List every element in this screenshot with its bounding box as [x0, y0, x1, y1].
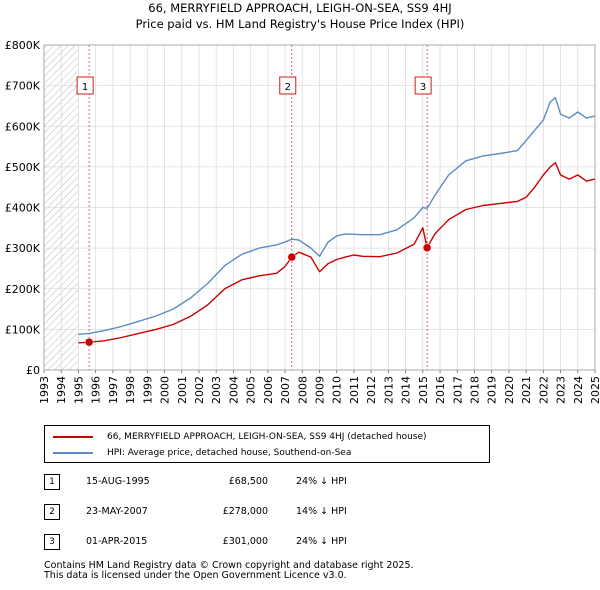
footer-line-1: Contains HM Land Registry data © Crown c… — [44, 560, 414, 571]
x-tick-label: 1999 — [141, 376, 154, 404]
legend-label-hpi: HPI: Average price, detached house, Sout… — [107, 448, 352, 458]
x-tick-label: 2008 — [296, 376, 309, 404]
x-tick-label: 2010 — [331, 376, 344, 404]
transaction-date: 15-AUG-1995 — [86, 476, 150, 487]
transaction-number: 3 — [44, 534, 60, 550]
y-axis: £0 £100K £200K £300K £400K £500K £600K £700K £80… — [5, 39, 41, 377]
table-row: 1 15-AUG-1995 £68,500 24% ↓ HPI — [44, 474, 504, 492]
x-tick-label: 2015 — [417, 376, 430, 404]
transaction-date: 01-APR-2015 — [86, 536, 148, 547]
hpi-series-line — [78, 97, 596, 335]
legend-item-property: 66, MERRYFIELD APPROACH, LEIGH-ON-SEA, S… — [53, 430, 427, 444]
event-marker-2 — [287, 252, 297, 262]
x-tick-label: 2004 — [227, 376, 240, 404]
event-box-label: 3 — [420, 82, 426, 93]
y-tick-label: £700K — [5, 80, 41, 93]
x-tick-label: 2002 — [193, 376, 206, 404]
y-tick-label: £400K — [5, 202, 41, 215]
legend-item-hpi: HPI: Average price, detached house, Sout… — [53, 446, 351, 460]
x-tick-label: 2006 — [262, 376, 275, 404]
x-tick-label: 2021 — [520, 376, 533, 404]
event-box-label: 2 — [285, 82, 291, 93]
event-box-2 — [279, 76, 297, 95]
y-tick-label: £0 — [26, 364, 40, 377]
y-tick-label: £200K — [5, 283, 41, 296]
x-tick-label: 1994 — [55, 376, 68, 404]
x-tick-label: 2007 — [279, 376, 292, 404]
x-tick-label: 2014 — [400, 376, 413, 404]
x-tick-label: 2016 — [434, 376, 447, 404]
transaction-price: £301,000 — [222, 536, 268, 547]
x-tick-label: 2000 — [159, 376, 172, 404]
chart-title: 66, MERRYFIELD APPROACH, LEIGH-ON-SEA, S… — [148, 1, 452, 15]
footer-line-2: This data is licensed under the Open Gov… — [44, 570, 347, 581]
x-tick-label: 2005 — [245, 376, 258, 404]
event-markers — [84, 243, 432, 347]
x-tick-label: 1995 — [72, 376, 85, 404]
price-chart: 1 2 3 £0 £100K £200K £300K £400K £500K £600K £700… — [5, 39, 600, 404]
transaction-hpi: 14% ↓ HPI — [296, 506, 347, 517]
x-tick-label: 1993 — [38, 376, 51, 404]
plot-border — [43, 44, 596, 371]
transaction-number: 1 — [44, 474, 60, 490]
transaction-price: £68,500 — [228, 476, 268, 487]
transaction-date: 23-MAY-2007 — [86, 506, 148, 517]
x-tick-label: 2011 — [348, 376, 361, 404]
legend-swatch-hpi — [53, 452, 93, 454]
legend-label-property: 66, MERRYFIELD APPROACH, LEIGH-ON-SEA, S… — [107, 432, 427, 442]
y-tick-label: £100K — [5, 323, 41, 336]
x-axis: 1993 1994 1995 1996 1997 1998 1999 2000 2001 2002… — [38, 370, 600, 404]
x-tick-label: 2013 — [382, 376, 395, 404]
x-tick-label: 2009 — [314, 376, 327, 404]
x-tick-label: 2022 — [537, 376, 550, 404]
legend-swatch-property — [53, 436, 93, 438]
x-tick-label: 2020 — [503, 376, 516, 404]
series-layer — [78, 97, 596, 344]
footer: Contains HM Land Registry data © Crown c… — [44, 561, 414, 581]
x-tick-label: 2017 — [451, 376, 464, 404]
y-tick-label: £600K — [5, 120, 41, 133]
x-tick-label: 2018 — [468, 376, 481, 404]
table-row: 3 01-APR-2015 £301,000 24% ↓ HPI — [44, 534, 504, 552]
transaction-hpi: 24% ↓ HPI — [296, 536, 347, 547]
legend: 66, MERRYFIELD APPROACH, LEIGH-ON-SEA, S… — [44, 425, 490, 463]
x-tick-label: 2003 — [210, 376, 223, 404]
event-boxes: 1 2 3 — [76, 76, 432, 95]
x-tick-label: 1996 — [90, 376, 103, 404]
event-box-1 — [76, 76, 94, 95]
x-tick-label: 2025 — [589, 376, 600, 404]
event-marker-3 — [422, 243, 432, 252]
transaction-number: 2 — [44, 504, 60, 520]
x-tick-label: 2019 — [486, 376, 499, 404]
x-tick-label: 2024 — [572, 376, 585, 404]
property-series-line — [78, 162, 596, 344]
chart-title-block: 66, MERRYFIELD APPROACH, LEIGH-ON-SEA, S… — [0, 0, 600, 32]
y-tick-label: £300K — [5, 242, 41, 255]
chart-subtitle: Price paid vs. HM Land Registry's House … — [135, 17, 465, 31]
x-tick-label: 2001 — [176, 376, 189, 404]
y-tick-label: £800K — [5, 39, 41, 52]
x-tick-label: 1997 — [107, 376, 120, 404]
transaction-hpi: 24% ↓ HPI — [296, 476, 347, 487]
event-marker-1 — [84, 337, 94, 347]
event-box-label: 1 — [82, 82, 88, 93]
table-row: 2 23-MAY-2007 £278,000 14% ↓ HPI — [44, 504, 504, 522]
event-box-3 — [414, 76, 432, 95]
y-tick-label: £500K — [5, 161, 41, 174]
transaction-price: £278,000 — [222, 506, 268, 517]
x-tick-label: 2012 — [365, 376, 378, 404]
x-tick-label: 1998 — [124, 376, 137, 404]
x-tick-label: 2023 — [555, 376, 568, 404]
